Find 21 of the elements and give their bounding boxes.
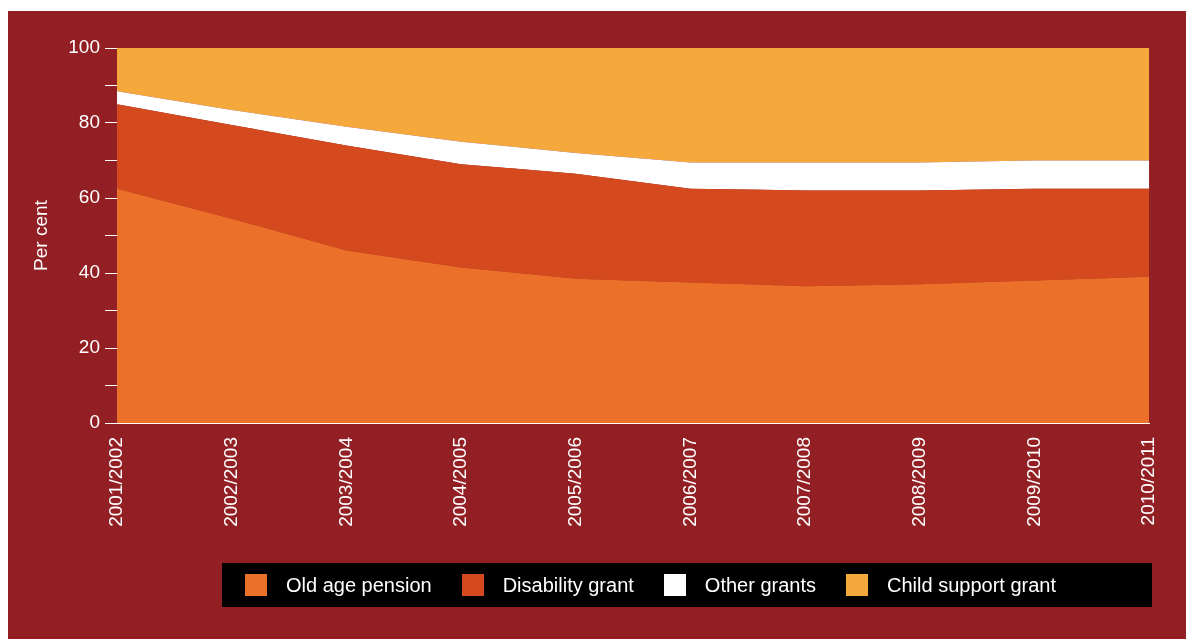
- legend-label: Disability grant: [502, 573, 634, 597]
- y-tick-label: 100: [68, 36, 100, 58]
- x-tick-label: 2010/2011: [1137, 437, 1159, 526]
- x-tick-label: 2002/2003: [219, 437, 241, 527]
- x-tick-label: 2004/2005: [449, 437, 471, 527]
- x-tick-label: 2009/2010: [1022, 437, 1044, 527]
- x-tick-label: 2008/2009: [908, 437, 930, 527]
- x-tick-label: 2001/2002: [105, 437, 127, 527]
- y-axis-title: Per cent: [29, 199, 51, 271]
- x-tick-label: 2006/2007: [678, 437, 700, 527]
- y-tick-label: 80: [78, 111, 100, 133]
- y-tick-label: 40: [78, 261, 100, 283]
- legend-label: Other grants: [704, 573, 817, 597]
- x-tick-label: 2005/2006: [563, 437, 585, 527]
- legend-label: Old age pension: [286, 573, 432, 597]
- y-tick-label: 60: [78, 186, 100, 208]
- y-tick-label: 0: [89, 411, 100, 433]
- x-tick-label: 2003/2004: [334, 436, 356, 527]
- x-tick-label: 2007/2008: [793, 437, 815, 527]
- legend-label: Child support grant: [887, 573, 1056, 597]
- y-tick-label: 20: [78, 336, 100, 358]
